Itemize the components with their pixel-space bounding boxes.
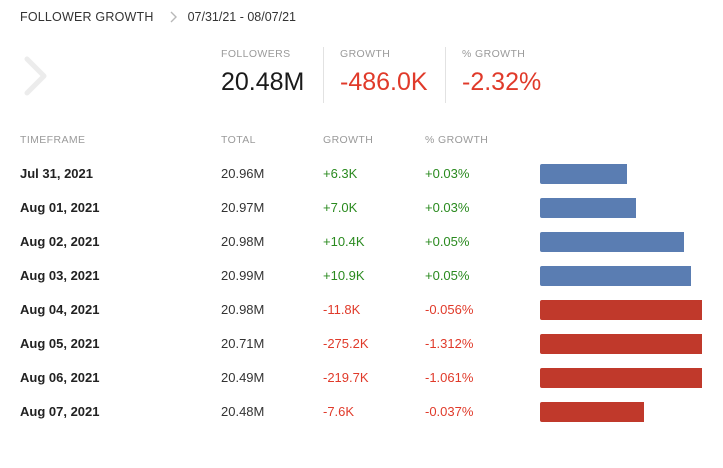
table-row: Aug 07, 2021 20.48M -7.6K -0.037% [0,395,723,429]
row-date: Aug 03, 2021 [20,268,100,283]
row-total: 20.96M [221,166,265,181]
row-growth: +7.0K [323,200,358,215]
row-date: Aug 02, 2021 [20,234,100,249]
growth-bar-positive [540,198,636,218]
row-date: Aug 07, 2021 [20,404,100,419]
row-total: 20.97M [221,200,265,215]
header-bar: FOLLOWER GROWTH 07/31/21 - 08/07/21 [20,8,296,26]
row-total: 20.48M [221,404,265,419]
row-growth: +10.4K [323,234,365,249]
stat-followers-label: FOLLOWERS [221,48,291,60]
growth-bar-positive [540,266,691,286]
growth-bar-negative [540,334,702,354]
growth-bar-positive [540,164,627,184]
table-row: Aug 06, 2021 20.49M -219.7K -1.061% [0,361,723,395]
column-header-timeframe: TIMEFRAME [20,134,86,146]
row-date: Aug 05, 2021 [20,336,100,351]
row-total: 20.71M [221,336,265,351]
column-header-growth: GROWTH [323,134,374,146]
stat-growth: GROWTH -486.0K [340,48,428,97]
growth-bar-negative [540,402,644,422]
table-row: Aug 04, 2021 20.98M -11.8K -0.056% [0,293,723,327]
table-row: Jul 31, 2021 20.96M +6.3K +0.03% [0,157,723,191]
stat-divider [445,47,446,103]
stat-pct-growth: % GROWTH -2.32% [462,48,541,97]
row-growth: +10.9K [323,268,365,283]
table-row: Aug 01, 2021 20.97M +7.0K +0.03% [0,191,723,225]
row-pct-growth: -1.312% [425,336,474,351]
row-date: Aug 04, 2021 [20,302,100,317]
stat-followers-value: 20.48M [221,68,305,96]
widget-title: FOLLOWER GROWTH [20,10,154,24]
table-row: Aug 03, 2021 20.99M +10.9K +0.05% [0,259,723,293]
row-date: Aug 01, 2021 [20,200,100,215]
row-pct-growth: -0.037% [425,404,474,419]
stat-pct-growth-label: % GROWTH [462,48,526,60]
row-growth: -7.6K [323,404,355,419]
row-total: 20.98M [221,234,265,249]
row-total: 20.98M [221,302,265,317]
row-date: Aug 06, 2021 [20,370,100,385]
row-growth: -275.2K [323,336,369,351]
stat-growth-value: -486.0K [340,68,428,96]
table-row: Aug 02, 2021 20.98M +10.4K +0.05% [0,225,723,259]
row-growth: +6.3K [323,166,358,181]
row-pct-growth: +0.03% [425,200,470,215]
row-growth: -11.8K [323,302,361,317]
row-total: 20.49M [221,370,265,385]
stat-growth-label: GROWTH [340,48,391,60]
row-growth: -219.7K [323,370,369,385]
stat-followers: FOLLOWERS 20.48M [221,48,304,97]
chevron-right-large-icon[interactable] [22,56,48,96]
stat-pct-growth-value: -2.32% [462,68,542,96]
row-pct-growth: +0.05% [425,268,470,283]
row-date: Jul 31, 2021 [20,166,93,181]
row-pct-growth: -0.056% [425,302,474,317]
growth-bar-negative [540,300,702,320]
column-header-total: TOTAL [221,134,256,146]
row-total: 20.99M [221,268,265,283]
growth-bar-negative [540,368,702,388]
growth-bar-positive [540,232,684,252]
row-pct-growth: +0.05% [425,234,470,249]
chevron-right-icon [170,11,177,23]
date-range[interactable]: 07/31/21 - 08/07/21 [187,10,296,24]
stat-divider [323,47,324,103]
row-pct-growth: -1.061% [425,370,474,385]
table-row: Aug 05, 2021 20.71M -275.2K -1.312% [0,327,723,361]
row-pct-growth: +0.03% [425,166,470,181]
column-header-pct-growth: % GROWTH [425,134,489,146]
